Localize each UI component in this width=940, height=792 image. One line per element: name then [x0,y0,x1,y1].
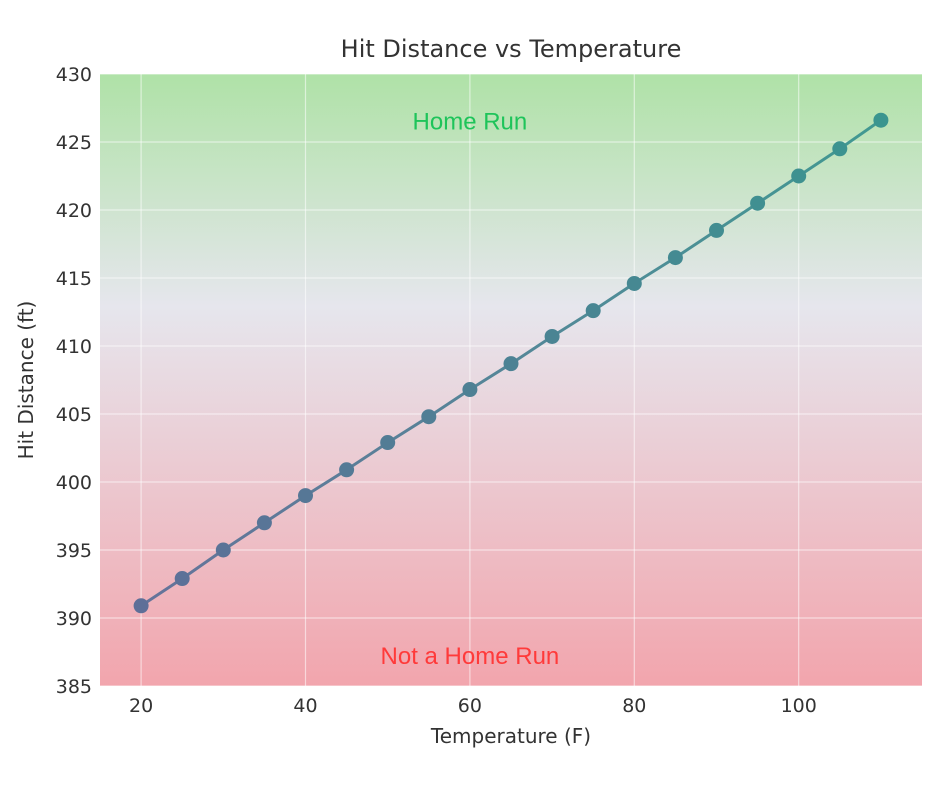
y-tick-label: 410 [56,336,92,358]
data-point [298,488,313,504]
y-tick-label: 420 [56,200,92,222]
y-tick-label: 415 [56,268,92,290]
grid [100,73,922,687]
y-axis-label: Hit Distance (ft) [14,301,38,460]
data-point [709,222,724,238]
x-tick-label: 100 [781,695,817,717]
data-point [832,141,848,157]
data-point [667,250,683,266]
y-tick-label: 385 [56,676,92,698]
data-point [544,328,560,344]
annotation-label: Home Run [413,109,528,136]
data-point [503,356,519,372]
data-point [462,382,478,398]
plot-background [100,74,922,686]
x-tick-label: 20 [129,695,153,717]
data-point [174,571,190,587]
data-point [256,515,272,531]
x-tick-labels: 20 40 60 80 100 [129,695,817,717]
annotations: Home Run Not a Home Run [381,109,560,670]
x-tick-label: 40 [293,695,317,717]
y-tick-label: 405 [56,404,92,426]
y-tick-label: 390 [56,608,92,630]
x-tick-label: 80 [622,695,646,717]
data-point [585,303,601,319]
data-point [791,168,807,184]
data-point [339,462,355,478]
annotation-label: Not a Home Run [381,643,560,670]
y-tick-label: 400 [56,472,92,494]
series-hit-distance [133,112,889,614]
y-tick-label: 425 [56,132,92,154]
y-tick-labels: 385 390 395 400 405 410 415 420 425 430 [56,64,92,698]
data-point [750,195,766,211]
data-point [873,112,889,128]
data-point [626,275,642,291]
data-point [133,598,149,614]
y-tick-label: 430 [56,64,92,86]
chart-title: Hit Distance vs Temperature [341,35,682,63]
x-tick-label: 60 [458,695,482,717]
data-point [215,542,231,558]
data-point [380,435,396,451]
x-axis-label: Temperature (F) [430,724,591,748]
data-point [421,409,437,425]
y-tick-label: 395 [56,540,92,562]
